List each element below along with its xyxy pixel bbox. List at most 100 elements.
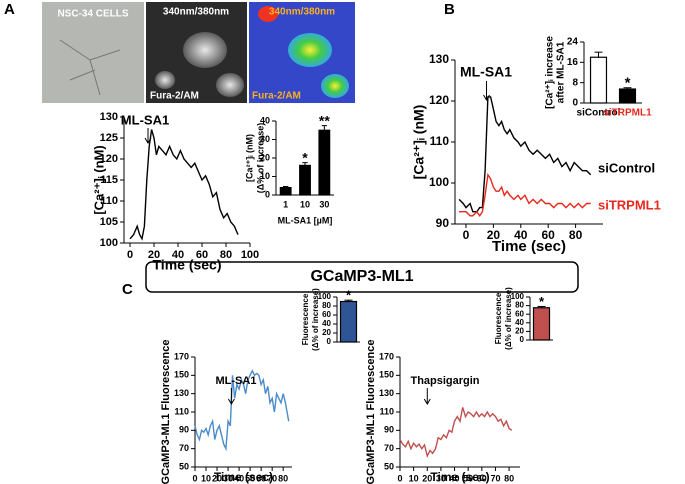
- panel-label: A: [4, 1, 15, 18]
- x-tick-label: 0: [127, 249, 133, 261]
- image-caption: Fura-2/AM: [150, 91, 199, 102]
- annotation-arrowhead: [227, 398, 235, 405]
- image-caption: Fura-2/AM: [252, 91, 301, 102]
- x-tick-label: 20: [487, 228, 501, 242]
- y-tick-label: 105: [100, 216, 118, 228]
- annotation: ML-SA1: [216, 375, 257, 387]
- x-tick-label: 60: [477, 473, 487, 483]
- x-tick-label: 30: [223, 473, 233, 483]
- x-tick-label: 40: [514, 228, 528, 242]
- y-tick-label: 110: [174, 406, 189, 416]
- x-tick-label: 40: [172, 249, 184, 261]
- x-tick-label: 1: [283, 199, 288, 209]
- y-tick-label: 0: [265, 189, 270, 199]
- section-box: [145, 261, 579, 293]
- significance: *: [539, 294, 545, 309]
- x-tick-label: 20: [422, 473, 432, 483]
- y-tick-label: 8: [572, 77, 578, 88]
- x-axis-label: Time (sec): [153, 257, 222, 273]
- y-tick-label: 80: [515, 301, 524, 310]
- bar: [279, 187, 292, 196]
- y-axis-label: Fluorescence: [301, 293, 310, 345]
- y-tick-label: 70: [384, 443, 394, 453]
- y-tick-label: 60: [515, 309, 524, 318]
- y-tick-label: 0: [520, 335, 525, 344]
- y-tick-label: 125: [100, 132, 118, 144]
- y-tick-label: 60: [322, 310, 331, 319]
- y-tick-label: 24: [567, 37, 579, 48]
- x-tick-label: 20: [212, 473, 222, 483]
- y-tick-label: 110: [379, 406, 394, 416]
- image: [42, 2, 144, 103]
- y-tick-label: 110: [100, 195, 118, 207]
- y-tick-label: 130: [379, 388, 394, 398]
- y-axis-label: GCaMP3-ML1 Fluorescence: [160, 340, 172, 484]
- y-tick-label: 40: [260, 115, 270, 125]
- y-axis-label: after ML-SA1: [556, 41, 567, 103]
- x-axis-label: Time (sec): [492, 238, 566, 255]
- y-tick-label: 20: [322, 328, 331, 337]
- y-tick-label: 30: [260, 134, 270, 144]
- x-tick-label: 70: [490, 473, 500, 483]
- y-tick-label: 10: [260, 171, 270, 181]
- x-tick-label: 10: [201, 473, 211, 483]
- y-tick-label: 130: [429, 52, 449, 66]
- bar: [532, 307, 551, 341]
- x-tick-label: siControl: [577, 108, 621, 119]
- x-tick-label: 30: [319, 199, 329, 209]
- image-detail: [59, 39, 121, 96]
- bar: [299, 164, 311, 196]
- significance: *: [625, 75, 631, 92]
- y-tick-label: 20: [260, 152, 270, 162]
- x-tick-label: 50: [463, 473, 473, 483]
- annotation-arrowhead: [144, 137, 152, 144]
- section-title: GCaMP3-ML1: [310, 268, 413, 285]
- y-tick-label: 20: [515, 327, 524, 336]
- image-detail: [183, 32, 227, 68]
- y-axis-label: [Ca²⁺]ᵢ (nM): [411, 105, 427, 180]
- data-line: [129, 129, 239, 241]
- image-detail: [155, 71, 175, 89]
- y-tick-label: 100: [100, 237, 118, 249]
- x-tick-label: 60: [256, 473, 266, 483]
- y-tick-label: 0: [327, 337, 332, 346]
- x-tick-label: 10: [409, 473, 419, 483]
- image-detail: [216, 73, 244, 97]
- y-tick-label: 110: [430, 134, 450, 148]
- y-tick-label: 0: [572, 98, 578, 109]
- y-tick-label: 80: [322, 301, 331, 310]
- x-axis-label: Time (sec): [430, 470, 489, 484]
- x-tick-label: 30: [436, 473, 446, 483]
- y-tick-label: 170: [379, 351, 394, 361]
- y-tick-label: 40: [515, 318, 524, 327]
- y-tick-label: 150: [379, 370, 394, 380]
- panel-label: B: [444, 1, 455, 18]
- y-tick-label: 90: [384, 425, 394, 435]
- bar: [589, 56, 608, 104]
- x-axis-label: Time (sec): [214, 470, 273, 484]
- y-tick-label: 120: [100, 153, 118, 165]
- y-tick-label: 90: [179, 425, 189, 435]
- x-tick-label: 80: [569, 228, 583, 242]
- y-tick-label: 90: [436, 216, 450, 230]
- y-tick-label: 170: [174, 351, 189, 361]
- image-detail: [258, 6, 278, 22]
- bar: [618, 88, 637, 104]
- x-tick-label: 80: [504, 473, 514, 483]
- y-tick-label: 100: [429, 175, 449, 189]
- significance: *: [302, 149, 308, 165]
- y-axis-label: (Δ% of increase): [311, 288, 320, 351]
- annotation: Thapsigargin: [410, 375, 479, 387]
- y-tick-label: 130: [100, 111, 118, 123]
- x-tick-label: 0: [192, 473, 197, 483]
- bar: [318, 129, 331, 196]
- image-detail: [321, 74, 349, 98]
- significance: **: [319, 112, 330, 128]
- image-title: 340nm/380nm: [163, 7, 229, 18]
- y-tick-label: 100: [511, 292, 525, 301]
- y-axis-label: Fluorescence: [494, 292, 503, 344]
- x-tick-label: 80: [278, 473, 288, 483]
- annotation-arrowhead: [483, 94, 490, 101]
- x-tick-label: 40: [450, 473, 460, 483]
